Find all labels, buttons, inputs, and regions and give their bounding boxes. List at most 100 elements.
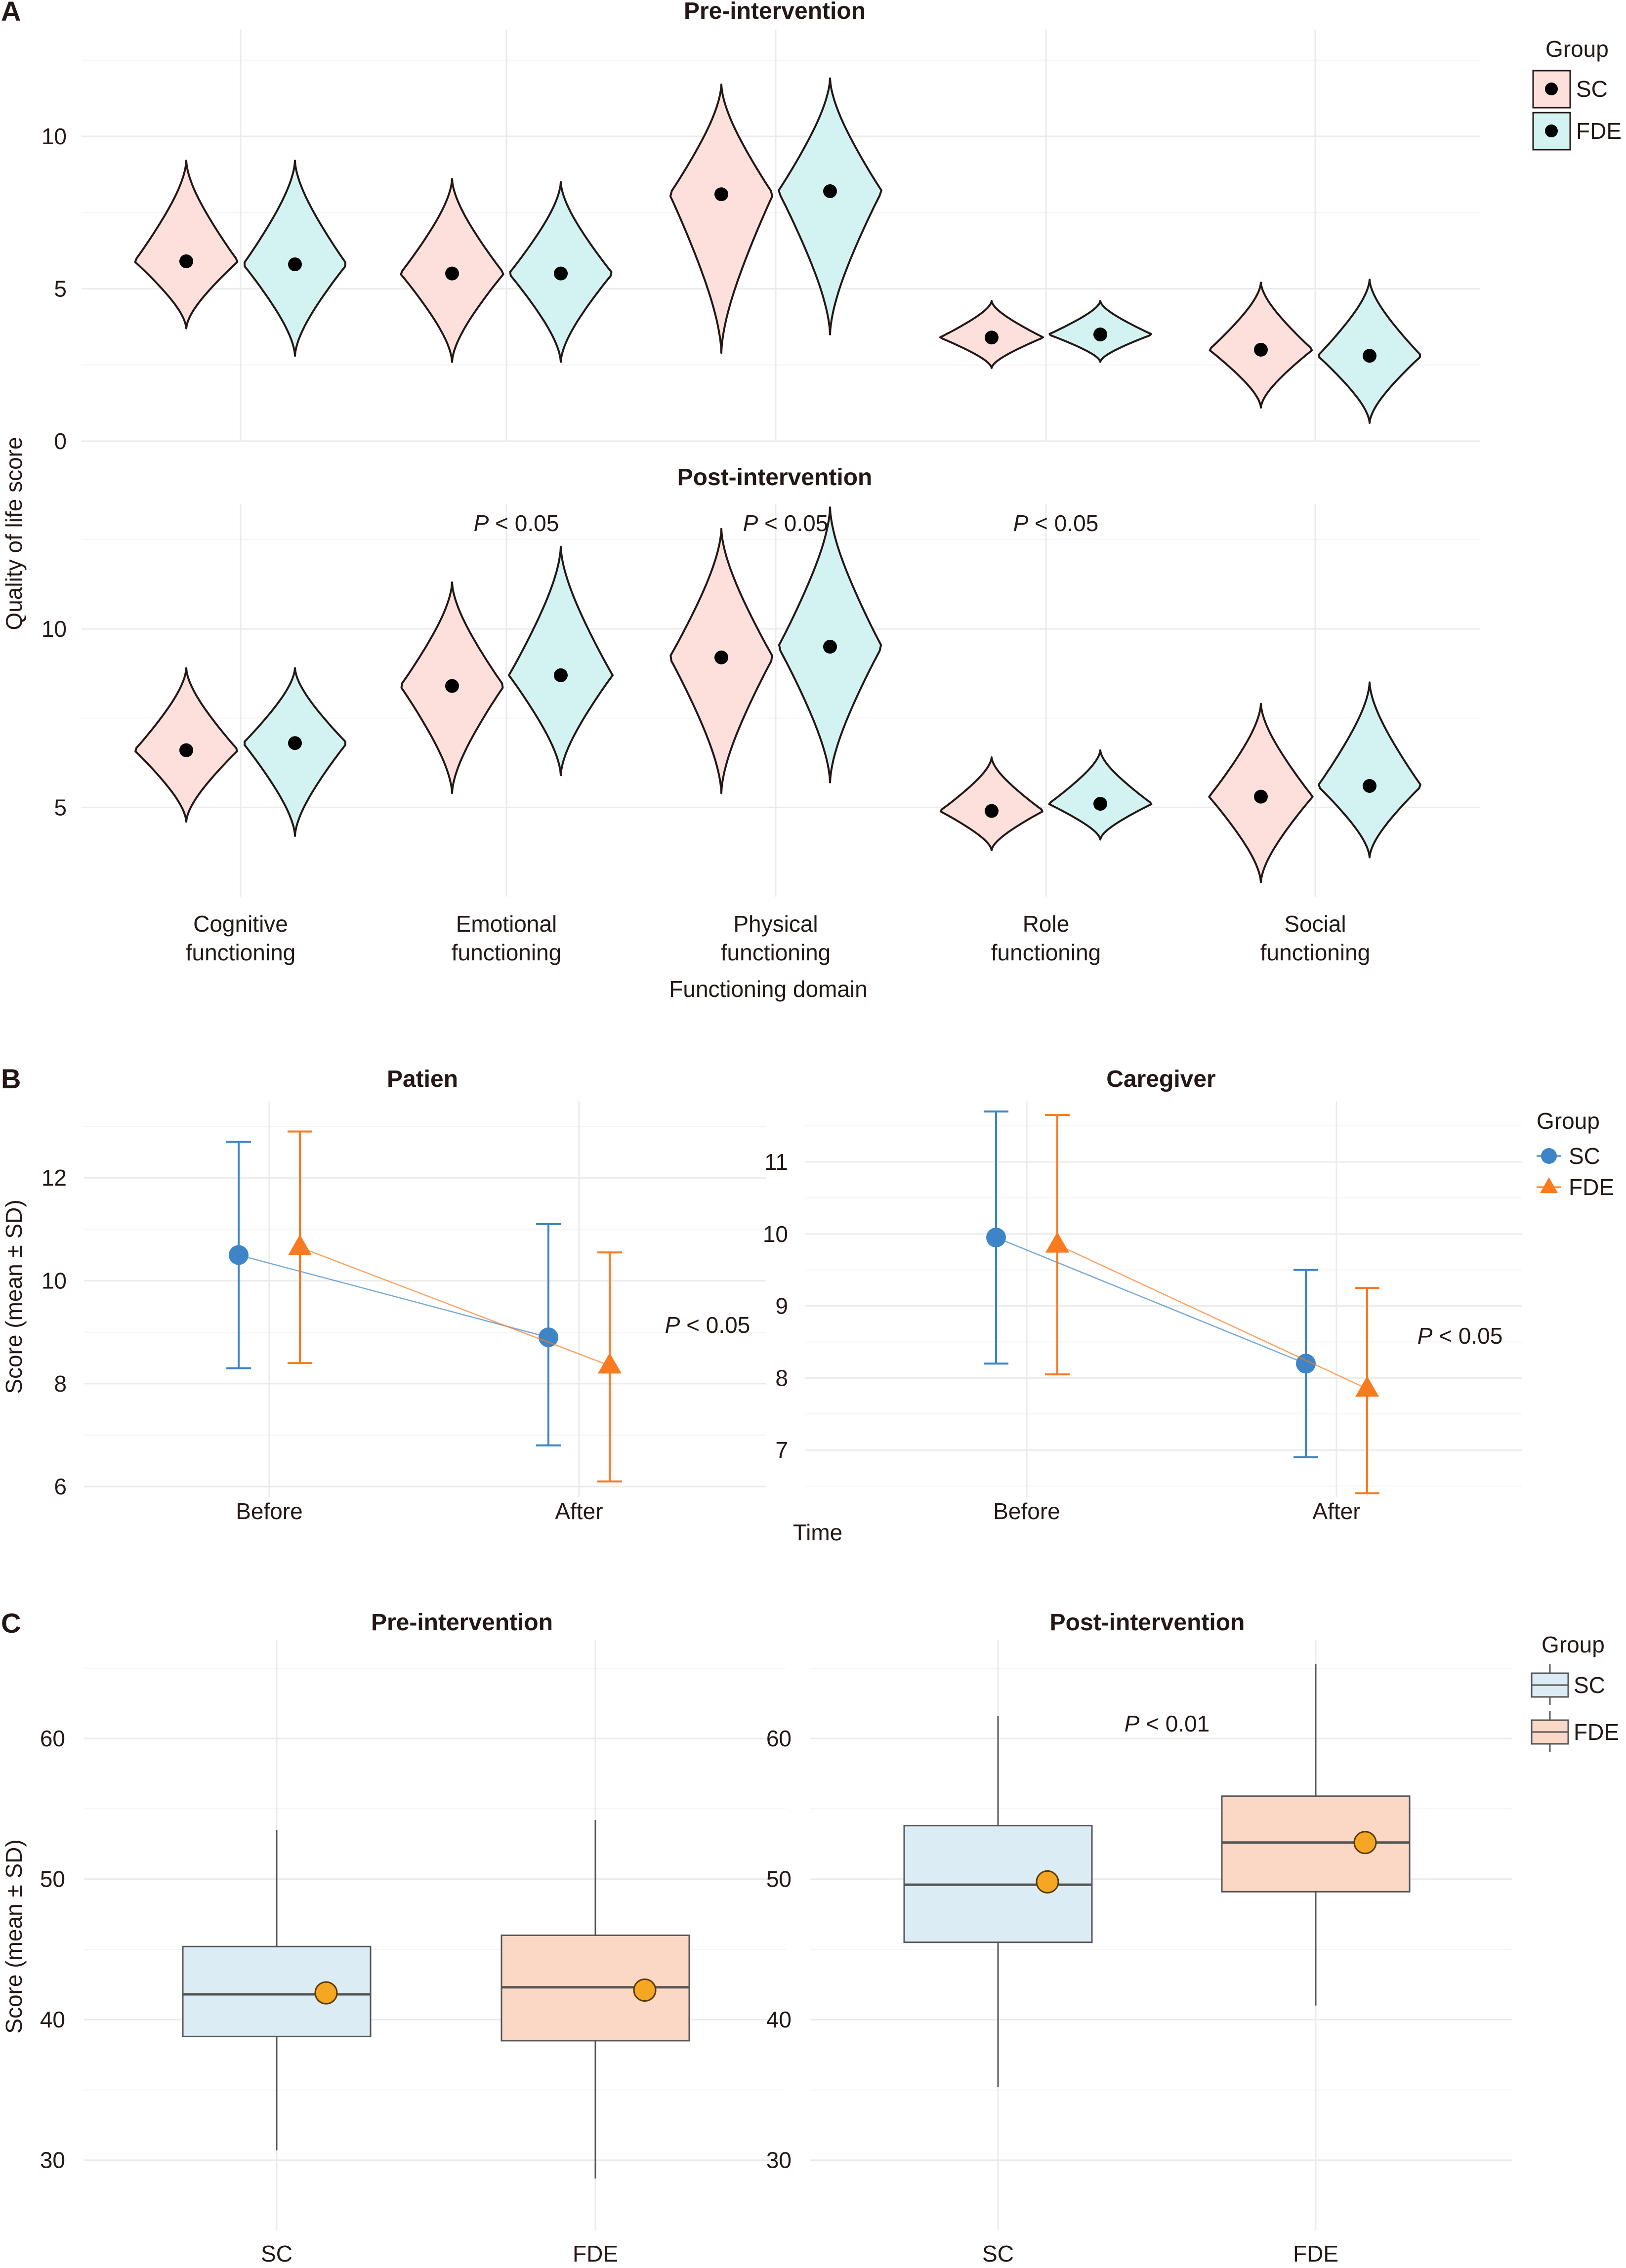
mean-point [714,187,728,202]
facet-title: Post-intervention [1050,1609,1245,1636]
x-tick-label: SC [261,2241,292,2267]
y-tick-label: 12 [42,1165,67,1191]
facet-title: Post-intervention [677,464,873,491]
y-tick-label: 7 [775,1437,788,1463]
legend-key-point [1545,124,1558,137]
y-tick-label: 5 [54,276,67,301]
legend-label: FDE [1569,1174,1614,1200]
violin-fde [508,545,614,777]
mean-point [1353,1831,1377,1855]
y-axis-label: Quality of life score [1,437,27,630]
p-value-label: P < 0.05 [1013,510,1099,536]
x-tick-label: After [1312,1498,1360,1524]
mean-point [823,640,837,654]
legend-label: SC [1569,1143,1600,1169]
p-value-label: P < 0.05 [1418,1323,1503,1349]
x-tick-label: FDE [573,2241,618,2267]
y-tick-label: 50 [766,1866,792,1892]
violin-fde [244,667,346,837]
mean-point [1254,789,1268,804]
violin-fde [778,77,882,335]
legend-title: Group [1545,36,1609,62]
violin-sc [134,160,239,330]
y-tick-label: 0 [54,428,67,454]
x-tick-label: functioning [452,940,562,965]
x-tick-label: functioning [1260,940,1371,965]
mean-point [633,1978,657,2002]
facet-title: Caregiver [1106,1066,1215,1092]
legend-title: Group [1537,1108,1600,1134]
x-tick-label: FDE [1293,2241,1338,2267]
x-tick-label: functioning [186,940,296,965]
violin-sc [669,83,774,354]
y-tick-label: 5 [54,794,67,820]
legend-label: SC [1576,76,1608,102]
x-tick-label: Physical [733,911,818,937]
mean-point [1363,349,1376,363]
x-tick-label: SC [982,2241,1014,2267]
x-axis-label: Functioning domain [669,976,867,1002]
p-value-label: P < 0.05 [743,510,829,536]
mean-point [554,668,568,682]
x-tick-label: Cognitive [193,911,288,937]
mean-point [1093,797,1107,811]
series-line-sc [238,1254,549,1338]
mean-point-fde [598,1353,622,1374]
mean-point [179,254,193,268]
legend-key-point [1540,1177,1558,1193]
facet-1: Caregiver 7 8 9 10 11 Before After P < 0.05 [763,1066,1522,1524]
y-tick-label: 30 [766,2147,792,2173]
facet-title: Pre-intervention [371,1609,553,1636]
x-tick-label: functioning [991,940,1101,965]
y-tick-label: 6 [54,1474,67,1499]
mean-point [1363,779,1376,793]
box-fde [1221,1795,1411,1893]
facet-title: Pre-intervention [684,0,866,24]
mean-point [179,743,193,757]
facet-0: Pre-intervention 30 40 50 60 SC FDE [40,1609,786,2267]
mean-point [714,650,728,664]
y-axis-label: Score (mean ± SD) [1,1199,27,1394]
x-tick-label: After [555,1498,603,1524]
p-value-label: P < 0.05 [474,510,559,536]
mean-point [445,266,459,281]
series-line-fde [1057,1244,1368,1390]
y-tick-label: 8 [775,1365,788,1391]
mean-point [314,1981,338,2005]
panel-letter: A [1,0,21,27]
y-tick-label: 10 [42,1268,67,1294]
y-tick-label: 60 [766,1726,792,1751]
mean-point [554,266,568,281]
x-axis-label: Time [793,1520,843,1545]
panel-letter: B [1,1063,21,1094]
legend: Group SC FDE [1531,1632,1619,1752]
x-tick-label: Emotional [456,911,557,937]
x-tick-label: Before [236,1498,303,1524]
facet-0: Patien 6 8 10 12 Before After P < 0.05 [42,1066,766,1524]
legend-title: Group [1542,1632,1605,1657]
facet-0: Pre-intervention 0 5 10 [42,0,1480,454]
legend-key-point [1541,1148,1557,1164]
y-tick-label: 50 [40,1866,65,1892]
violin-fde [1048,749,1153,841]
x-tick-label: Role [1023,911,1070,937]
legend-key-point [1545,82,1558,95]
facet-1: Post-intervention 30 40 50 60 SC FDE P < 0.01 [766,1609,1512,2267]
mean-point [985,804,999,818]
y-axis-label: Score (mean ± SD) [1,1839,27,2033]
mean-point [288,257,302,272]
panel-a: A Pre-intervention 0 5 10 Post-intervention 5 1… [1,0,1622,1002]
y-tick-label: 10 [42,124,67,149]
y-tick-label: 30 [40,2147,65,2173]
mean-point [823,184,837,199]
y-tick-label: 40 [766,2007,792,2032]
mean-point-sc [229,1245,249,1265]
x-tick-label: Social [1284,911,1346,937]
series-line-fde [299,1246,610,1366]
violin-fde [1318,681,1421,859]
y-tick-label: 9 [775,1293,788,1319]
mean-point [1254,342,1268,357]
